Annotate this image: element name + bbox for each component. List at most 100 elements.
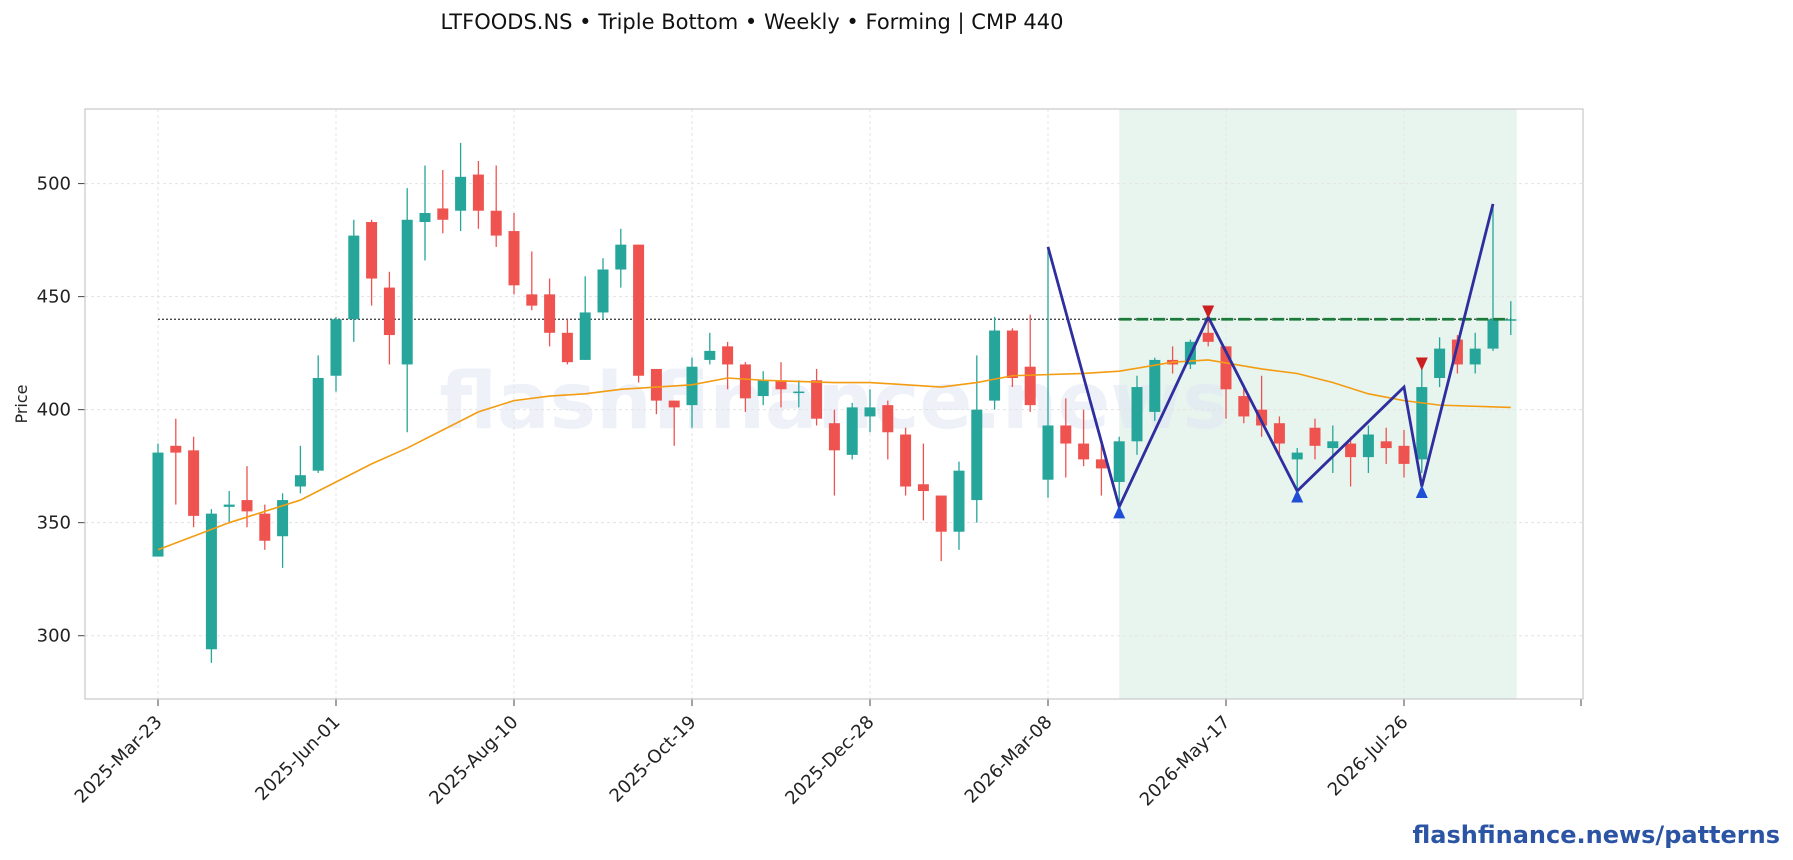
candle-body-down bbox=[1238, 396, 1250, 417]
candle-body-down bbox=[739, 364, 751, 399]
candle-body-up bbox=[312, 378, 324, 471]
candle-body-down bbox=[722, 346, 734, 365]
candle-body-up bbox=[1042, 425, 1054, 480]
pattern-zone bbox=[1119, 109, 1517, 699]
candle-body-down bbox=[1024, 366, 1036, 406]
candle-body-down bbox=[1345, 443, 1357, 458]
candle-body-up bbox=[846, 407, 858, 455]
candle-body-down bbox=[1060, 425, 1072, 444]
candle-body-down bbox=[633, 244, 645, 376]
x-tick-label: 2025-Aug-10 bbox=[425, 712, 522, 809]
candle-body-down bbox=[935, 495, 947, 532]
moving-average-line bbox=[157, 359, 1511, 551]
plot-area: flashfinance.news3003504004505002025-Mar… bbox=[12, 108, 1584, 811]
brand-watermark: flashfinance.news/patterns bbox=[1412, 821, 1780, 849]
x-tick-label: 2025-Dec-28 bbox=[781, 712, 878, 809]
candle-body-down bbox=[1451, 339, 1463, 365]
candle-body-up bbox=[223, 504, 235, 507]
candle-body-down bbox=[650, 368, 662, 401]
candle-body-down bbox=[811, 380, 823, 419]
x-tick-label: 2026-Jul-26 bbox=[1324, 712, 1413, 801]
candle-body-up bbox=[1434, 348, 1446, 379]
candle-body-up bbox=[1291, 452, 1303, 460]
plot-frame bbox=[84, 108, 1584, 700]
candle-body-up bbox=[1131, 387, 1143, 442]
candle-body-up bbox=[205, 513, 217, 650]
x-tick-label: 2026-May-17 bbox=[1136, 712, 1235, 811]
candle-body-down bbox=[1398, 445, 1410, 464]
candle-body-down bbox=[508, 231, 520, 286]
pivot-low-marker bbox=[1291, 489, 1304, 503]
candle-body-down bbox=[882, 405, 894, 433]
candle-body-up bbox=[455, 176, 467, 211]
candle-body-down bbox=[1202, 332, 1214, 342]
candle-body-up bbox=[686, 366, 698, 406]
candle-body-up bbox=[277, 500, 289, 537]
candle-body-up bbox=[1149, 359, 1161, 412]
candle-body-down bbox=[544, 294, 556, 333]
candle-body-down bbox=[526, 294, 538, 306]
candle-body-up bbox=[864, 407, 876, 417]
pivot-high-marker bbox=[1415, 357, 1428, 371]
candle-body-down bbox=[1273, 423, 1285, 444]
y-tick-label: 300 bbox=[37, 626, 71, 647]
candle-body-down bbox=[490, 210, 502, 236]
candle-body-down bbox=[775, 380, 787, 390]
candle-body-down bbox=[828, 423, 840, 451]
candle-body-up bbox=[419, 212, 431, 223]
candle-body-up bbox=[793, 391, 805, 394]
candle-body-down bbox=[917, 484, 929, 492]
y-tick-label: 500 bbox=[37, 174, 71, 195]
pivot-high-marker bbox=[1202, 305, 1215, 319]
x-tick-label: 2026-Mar-08 bbox=[961, 712, 1057, 808]
candle-body-down bbox=[561, 332, 573, 363]
y-tick-label: 400 bbox=[37, 400, 71, 421]
candle-body-up bbox=[597, 269, 609, 313]
candle-body-up bbox=[1487, 319, 1499, 349]
candle-body-down bbox=[668, 400, 680, 408]
candle-body-down bbox=[259, 513, 271, 541]
candle-body-down bbox=[1095, 459, 1107, 469]
candle-body-down bbox=[366, 222, 378, 279]
candle-body-down bbox=[383, 287, 395, 336]
chart-title: LTFOODS.NS • Triple Bottom • Weekly • Fo… bbox=[441, 10, 1064, 35]
candle-body-up bbox=[152, 452, 164, 557]
candle-body-down bbox=[1380, 441, 1392, 449]
y-axis-label: Price bbox=[12, 384, 31, 423]
y-tick-label: 450 bbox=[37, 287, 71, 308]
candle-body-down bbox=[437, 208, 449, 220]
candle-body-up bbox=[348, 235, 360, 320]
candle-body-up bbox=[1416, 387, 1428, 460]
candle-body-down bbox=[241, 500, 253, 512]
candle-body-down bbox=[1220, 346, 1232, 390]
candle-body-up bbox=[757, 380, 769, 397]
candle-body-up bbox=[579, 312, 591, 360]
candle-body-up bbox=[989, 330, 1001, 401]
candle-body-up bbox=[1362, 434, 1374, 458]
x-tick-label: 2025-Mar-23 bbox=[71, 712, 167, 808]
candle-body-up bbox=[1469, 348, 1481, 365]
candle-body-down bbox=[1006, 330, 1018, 379]
candle-body-up bbox=[1327, 441, 1339, 449]
candle-body-up bbox=[1113, 441, 1125, 482]
candle-body-down bbox=[1256, 409, 1268, 426]
candle-body-up bbox=[615, 244, 627, 270]
pivot-low-marker bbox=[1113, 505, 1126, 519]
candle-body-up bbox=[330, 319, 342, 376]
candle-body-up bbox=[294, 475, 306, 487]
candle-body-up bbox=[953, 470, 965, 532]
candle-body-down bbox=[188, 450, 200, 516]
x-tick-label: 2025-Jun-01 bbox=[251, 712, 344, 805]
candle-body-down bbox=[170, 445, 182, 453]
candle-body-up bbox=[401, 219, 413, 365]
candle-body-down bbox=[472, 174, 484, 211]
x-tick-label: 2025-Oct-19 bbox=[606, 712, 701, 807]
candle-body-up bbox=[971, 409, 983, 501]
candle-body-up bbox=[704, 350, 716, 360]
candle-body-down bbox=[1078, 443, 1090, 460]
candle-body-down bbox=[900, 434, 912, 487]
y-tick-label: 350 bbox=[37, 513, 71, 534]
candle-body-down bbox=[1309, 427, 1321, 446]
pivot-low-marker bbox=[1415, 485, 1428, 499]
